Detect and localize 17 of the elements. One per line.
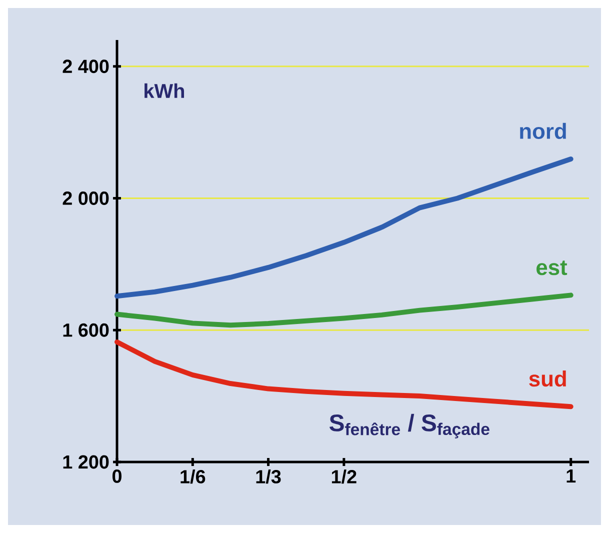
series-label: sud [529,370,566,387]
x-tick-label: 1/2 [332,469,356,484]
x-tick-label: 1 [566,469,576,483]
y-tick-label: 2 400 [62,60,109,74]
series-label: nord [520,122,566,139]
y-tick-label: 2 000 [62,192,109,205]
x-axis-title: S$_{fenêtre}$ / S$_{façade}$ [330,414,490,438]
y-tick-label: 1 200 [63,455,109,469]
x-tick-label: 0 [112,469,122,483]
y-axis-title: kWh [144,83,184,98]
x-tick-label: 1/3 [256,469,281,484]
line-series [114,339,574,410]
line-series [114,156,574,299]
x-tick-label: 1/6 [180,469,206,484]
line-series [114,292,574,328]
y-tick-label: 1 600 [63,323,109,337]
series-label: est [536,260,568,276]
